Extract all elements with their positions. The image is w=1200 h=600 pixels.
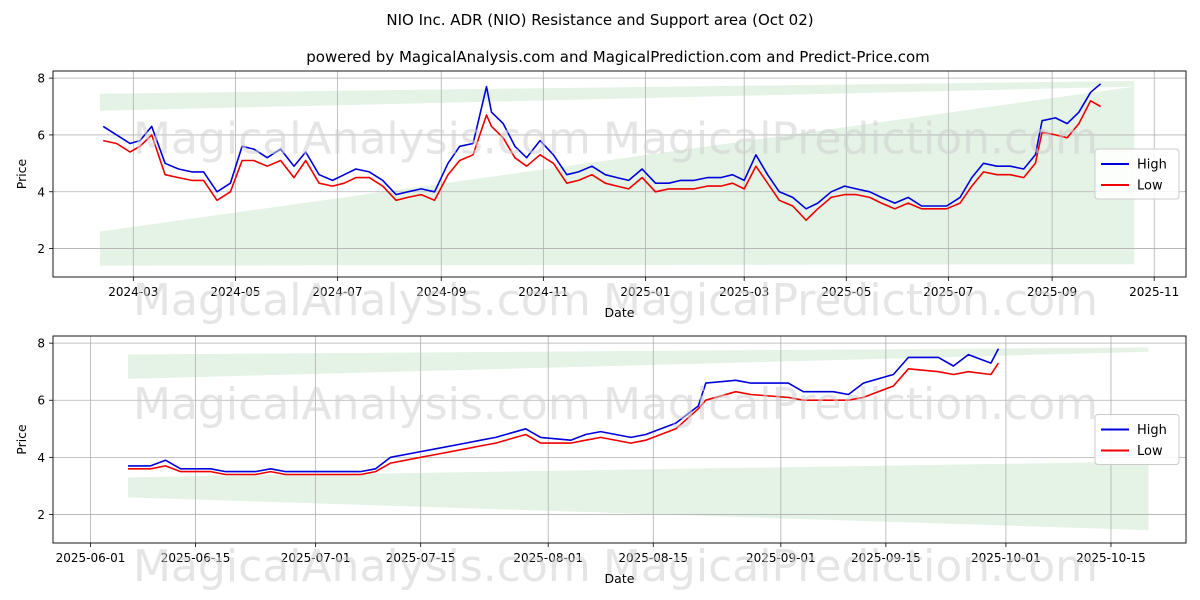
plot-area: [53, 336, 1186, 543]
legend: High Low: [1094, 414, 1180, 465]
x-tick-label: 2024-07: [312, 285, 362, 299]
legend-label-high: High: [1137, 423, 1167, 438]
band-1: [128, 347, 1149, 379]
series-line-high: [128, 348, 1000, 473]
legend-label-low: Low: [1137, 179, 1163, 194]
legend-box: [1094, 414, 1180, 465]
axes-frame: [52, 70, 1187, 278]
x-tick-label: 2025-10-01: [971, 551, 1041, 565]
x-axis-label: Date: [605, 571, 635, 586]
series-line-low: [128, 362, 1000, 476]
x-tick-label: 2025-07-15: [386, 551, 456, 565]
axes-frame: [52, 335, 1187, 544]
x-tick-label: 2025-08-01: [513, 551, 583, 565]
y-axis-label: Price: [14, 158, 29, 189]
watermark: MagicalAnalysis.com: [133, 379, 591, 430]
x-tick-label: 2024-11: [518, 285, 568, 299]
x-tick-label: 2025-05: [821, 285, 871, 299]
x-tick-label: 2025-09-15: [851, 551, 921, 565]
x-tick-label: 2025-06-01: [56, 551, 126, 565]
x-tick-label: 2025-01: [620, 285, 670, 299]
series-line-low: [103, 100, 1101, 221]
y-tick-label: 8: [37, 72, 45, 86]
x-tick-label: 2025-03: [719, 285, 769, 299]
x-tick-label: 2025-07: [923, 285, 973, 299]
x-tick-label: 2025-08-15: [618, 551, 688, 565]
watermark: MagicalPrediction.com: [603, 275, 1098, 326]
x-tick-label: 2024-03: [108, 285, 158, 299]
y-tick-label: 6: [37, 128, 45, 142]
y-tick-label: 2: [37, 242, 45, 256]
chart-subtitle: powered by MagicalAnalysis.com and Magic…: [306, 48, 930, 66]
y-tick-label: 4: [37, 185, 45, 199]
watermark: MagicalAnalysis.com: [133, 275, 591, 326]
x-tick-label: 2024-05: [210, 285, 260, 299]
x-tick-label: 2025-10-15: [1076, 551, 1146, 565]
y-tick-label: 8: [37, 337, 45, 351]
watermark: MagicalPrediction.com: [603, 541, 1098, 592]
x-tick-label: 2025-09: [1027, 285, 1077, 299]
legend-label-low: Low: [1137, 444, 1163, 459]
y-axis-label: Price: [14, 424, 29, 455]
y-tick-label: 6: [37, 394, 45, 408]
long-range-panel: 2024-03 2024-05 2024-07 2024-09 2024-11 2025-…: [14, 70, 1187, 326]
legend: High Low: [1094, 148, 1180, 200]
watermark: MagicalPrediction.com: [603, 379, 1098, 430]
x-tick-label: 2025-09-01: [746, 551, 816, 565]
watermark: MagicalAnalysis.com: [133, 113, 591, 164]
band-2: [128, 461, 1149, 531]
x-tick-label: 2024-09: [416, 285, 466, 299]
series-line-high: [102, 83, 1102, 210]
recent-range-panel: 2025-06-01 2025-06-15 2025-07-01 2025-07-15…: [14, 335, 1187, 592]
band-2: [99, 86, 1135, 266]
legend-box: [1094, 148, 1180, 200]
x-tick-label: 2025-07-01: [281, 551, 351, 565]
legend-label-high: High: [1137, 158, 1167, 173]
x-axis-label: Date: [605, 305, 635, 320]
watermark: MagicalAnalysis.com: [133, 541, 591, 592]
y-tick-label: 4: [37, 451, 45, 465]
y-tick-label: 2: [37, 508, 45, 522]
x-tick-label: 2025-11: [1129, 285, 1179, 299]
band-1: [99, 80, 1135, 111]
watermark: MagicalPrediction.com: [603, 113, 1098, 164]
chart-title: NIO Inc. ADR (NIO) Resistance and Suppor…: [386, 11, 813, 29]
x-tick-label: 2025-06-15: [161, 551, 231, 565]
